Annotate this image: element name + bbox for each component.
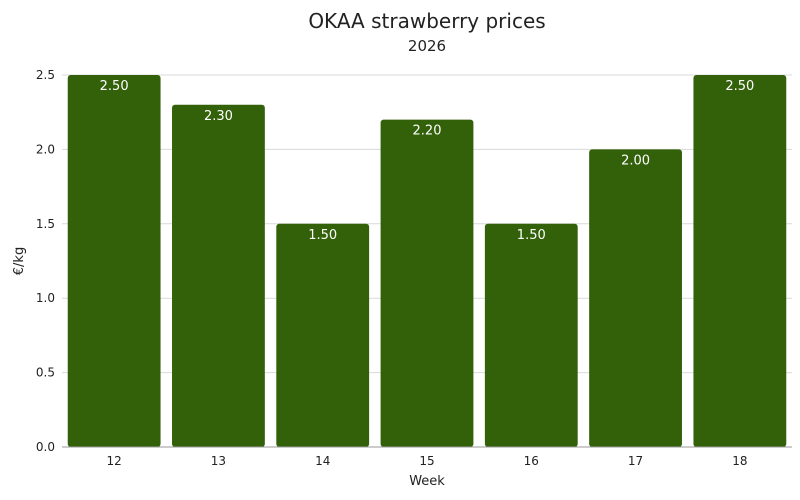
- x-tick-label: 13: [211, 454, 226, 468]
- x-axis-label: Week: [409, 474, 445, 489]
- y-tick-label: 1.5: [36, 217, 55, 231]
- y-tick-label: 2.5: [36, 68, 55, 82]
- x-tick-label: 17: [628, 454, 643, 468]
- y-tick-label: 2.0: [36, 142, 55, 156]
- data-label: 2.50: [100, 79, 129, 94]
- x-tick-label: 18: [732, 454, 747, 468]
- bar-week-17: [589, 149, 682, 447]
- y-tick-label: 0.0: [36, 440, 55, 454]
- data-label: 2.00: [621, 153, 650, 168]
- x-tick-label: 14: [315, 454, 330, 468]
- bars: [67, 75, 787, 447]
- bar-week-14: [276, 223, 370, 447]
- bar-week-13: [172, 104, 265, 447]
- x-tick-label: 16: [524, 454, 539, 468]
- bar-week-18: [693, 75, 787, 447]
- y-tick-label: 0.5: [36, 366, 55, 380]
- data-label: 1.50: [308, 228, 337, 243]
- y-axis-label: €/kg: [12, 247, 27, 275]
- y-tick-label: 1.0: [36, 291, 55, 305]
- x-tick-label: 15: [419, 454, 434, 468]
- chart-subtitle: 2026: [408, 37, 446, 55]
- bar-week-12: [67, 75, 161, 447]
- bar-week-16: [484, 223, 578, 447]
- chart-title: OKAA strawberry prices: [308, 9, 545, 33]
- data-label: 2.30: [204, 109, 233, 124]
- tick-labels: 0.0 0.5 1.0 1.5 2.0 2.5 12 13 14 15 16 17 18: [36, 68, 748, 468]
- data-label: 2.50: [725, 79, 754, 94]
- data-label: 2.20: [413, 124, 442, 139]
- bar-week-15: [380, 119, 474, 447]
- data-labels: 2.50 2.30 1.50 2.20 1.50 2.00 2.50: [100, 79, 755, 243]
- x-tick-label: 12: [107, 454, 122, 468]
- data-label: 1.50: [517, 228, 546, 243]
